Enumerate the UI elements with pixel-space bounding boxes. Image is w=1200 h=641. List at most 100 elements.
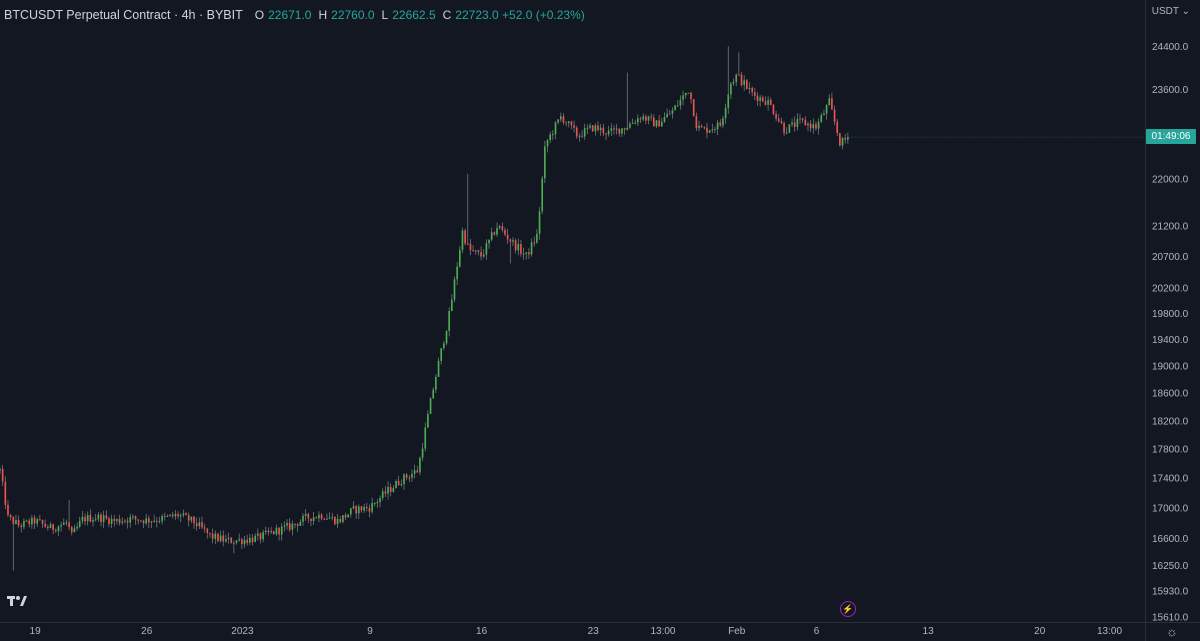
candle-body [227,537,230,539]
candle-down [775,110,777,122]
candle-body [217,533,219,542]
candle-body [360,506,363,511]
candle-up [586,124,589,135]
candle-body [355,506,357,514]
candle-body [756,95,759,101]
candle-up [62,518,65,526]
candle-up [254,533,256,543]
candle-up [121,517,124,526]
candle-down [44,519,47,529]
candle-body [496,227,498,235]
flash-icon[interactable]: ⚡ [840,601,856,617]
settings-icon[interactable]: ☼ [1166,624,1178,639]
candle-body [17,520,20,526]
candle-body [357,506,360,514]
candle-up [275,524,278,536]
candle-up [352,501,355,510]
candle-body [350,508,352,515]
candle-up [485,239,488,260]
candle-body [477,250,480,252]
candle-body [278,527,280,535]
candle-body [698,125,700,129]
symbol-title[interactable]: BTCUSDT Perpetual Contract · 4h · BYBIT [4,8,243,22]
candle-down [355,504,357,519]
candle-down [163,512,166,521]
low-value: 22662.5 [392,8,436,22]
candle-up [549,131,551,144]
candle-body [249,537,251,543]
candle-body [299,521,302,526]
candle-body [783,122,785,133]
tradingview-logo-icon[interactable] [6,592,28,612]
candle-up [36,517,39,527]
candle-body [121,521,124,523]
candle-body [501,226,504,230]
candle-up [264,526,267,536]
currency-selector[interactable]: USDT ⌄ [1152,6,1190,17]
candle-down [573,120,575,133]
candle-down [690,91,692,104]
candle-down [100,512,102,527]
candle-down [746,79,748,90]
price-tick-label: 16600.0 [1152,534,1189,545]
candle-up [621,128,623,137]
candle-up [456,261,458,285]
candle-up [179,513,182,523]
candle-body [326,518,328,520]
candle-body [634,122,637,124]
candle-up [392,485,395,493]
time-tick-label: 26 [141,626,153,637]
candle-up [799,113,801,124]
price-tick-label: 17800.0 [1152,445,1189,456]
candle-body [373,503,376,505]
candle-body [219,535,222,542]
candle-down [613,125,615,135]
candle-up [727,46,730,114]
candle-body [602,127,605,134]
candle-body [92,520,94,522]
candle-up [342,515,344,524]
candle-up [169,514,171,517]
candle-up [132,514,134,520]
candle-up [145,514,148,526]
candle-body [20,525,23,527]
candle-body [57,526,60,532]
candle-body [448,310,450,331]
candle-up [767,95,769,111]
candle-down [148,515,150,529]
candle-down [344,512,347,520]
candle-body [597,125,599,131]
candle-down [203,523,206,533]
candle-body [60,524,62,527]
candle-down [815,121,817,131]
candle-body [288,523,291,530]
candle-body [416,470,419,473]
candle-up [15,514,17,525]
price-axis[interactable]: 24400.023600.022800.022000.021200.020700… [1145,0,1189,641]
candle-down [780,117,783,125]
candle-down [833,105,836,126]
candle-up [714,126,716,134]
candle-body [94,519,97,521]
candle-body [663,117,666,122]
candle-body [692,99,695,117]
candle-down [222,530,225,547]
candle-down [769,97,772,106]
candle-up [594,123,597,136]
candle-body [432,389,435,399]
candle-up [419,456,421,476]
time-axis[interactable]: 19 26 2023 9 16 23 13:00 Feb 6 13 20 13:00 [0,622,1200,638]
candle-up [166,514,169,518]
candle-up [23,518,25,530]
candle-up [615,123,618,135]
candle-down [520,239,522,257]
candle-up [828,94,831,106]
high-value: 22760.0 [331,8,375,22]
candle-up [363,503,365,514]
candle-down [504,227,506,237]
candle-down [389,483,392,497]
candle-up [49,521,52,529]
price-tick-label: 16250.0 [1152,561,1189,572]
candle-body [201,522,203,528]
